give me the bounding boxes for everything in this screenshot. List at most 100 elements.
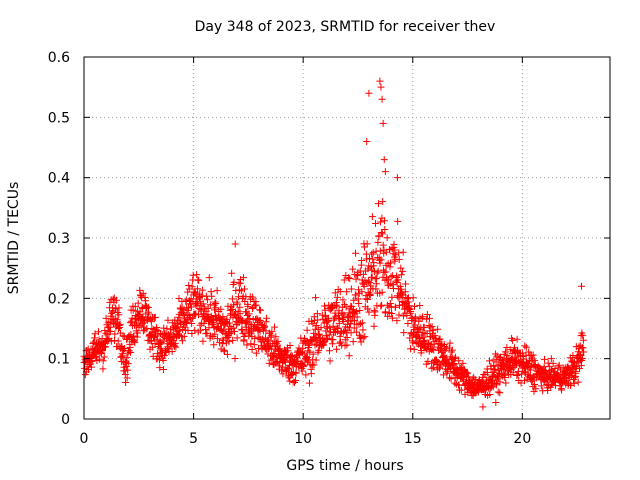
data-point	[213, 287, 221, 295]
data-point	[407, 345, 415, 353]
data-point	[525, 348, 533, 356]
data-point	[156, 356, 164, 364]
data-point	[449, 369, 457, 377]
data-point	[159, 337, 167, 345]
data-point	[347, 285, 355, 293]
data-point	[395, 249, 403, 257]
data-point	[168, 348, 176, 356]
data-point	[246, 320, 254, 328]
data-point	[457, 386, 465, 394]
data-point	[366, 279, 374, 287]
data-point	[324, 335, 332, 343]
data-point	[424, 357, 432, 365]
data-point	[156, 364, 164, 372]
data-point	[199, 337, 207, 345]
data-point	[183, 319, 191, 327]
data-point	[129, 306, 137, 314]
data-point	[363, 255, 371, 263]
data-point	[363, 240, 371, 248]
data-point	[241, 285, 249, 293]
data-point	[354, 295, 362, 303]
data-point	[83, 347, 91, 355]
data-point	[418, 314, 426, 322]
data-point	[194, 311, 202, 319]
data-point	[184, 326, 192, 334]
data-point	[339, 328, 347, 336]
data-point	[349, 265, 357, 273]
data-point	[387, 259, 395, 267]
data-point	[234, 293, 242, 301]
data-point	[298, 367, 306, 375]
data-point	[231, 240, 239, 248]
data-point	[223, 350, 231, 358]
data-point	[479, 379, 487, 387]
data-point	[139, 320, 147, 328]
data-point	[379, 119, 387, 127]
y-tick-label: 0.1	[48, 352, 70, 368]
grid-lines	[84, 57, 610, 419]
data-point	[574, 378, 582, 386]
data-point	[394, 276, 402, 284]
data-point	[211, 312, 219, 320]
data-point	[506, 346, 514, 354]
data-point	[393, 317, 401, 325]
data-point	[428, 323, 436, 331]
data-point	[388, 293, 396, 301]
data-point	[410, 345, 418, 353]
data-point	[374, 200, 382, 208]
data-point	[451, 355, 459, 363]
y-tick-label: 0	[61, 412, 70, 428]
data-point	[115, 304, 123, 312]
data-point	[411, 302, 419, 310]
data-point	[519, 355, 527, 363]
data-point	[343, 333, 351, 341]
data-point	[178, 337, 186, 345]
data-point	[502, 379, 510, 387]
data-point	[224, 302, 232, 310]
data-point	[262, 327, 270, 335]
data-point	[221, 347, 229, 355]
data-point	[256, 316, 264, 324]
data-point	[111, 330, 119, 338]
data-point	[501, 373, 509, 381]
data-point	[275, 362, 283, 370]
data-point	[134, 329, 142, 337]
data-point	[123, 354, 131, 362]
data-point	[347, 329, 355, 337]
data-point	[243, 341, 251, 349]
data-point	[257, 306, 265, 314]
data-point	[377, 83, 385, 91]
data-point	[459, 359, 467, 367]
data-point	[211, 298, 219, 306]
data-point	[455, 357, 463, 365]
data-point	[239, 274, 247, 282]
data-point	[332, 299, 340, 307]
data-point	[386, 299, 394, 307]
data-point	[570, 379, 578, 387]
data-point	[352, 249, 360, 257]
data-point	[448, 346, 456, 354]
data-point	[272, 333, 280, 341]
data-point	[241, 330, 249, 338]
data-point	[103, 331, 111, 339]
data-point	[322, 311, 330, 319]
data-point	[333, 345, 341, 353]
data-point	[313, 310, 321, 318]
data-point	[377, 302, 385, 310]
y-tick-label: 0.2	[48, 291, 70, 307]
data-point	[188, 329, 196, 337]
data-point	[188, 320, 196, 328]
data-point	[527, 366, 535, 374]
data-point	[226, 319, 234, 327]
data-point	[434, 325, 442, 333]
data-point	[431, 332, 439, 340]
data-point	[336, 332, 344, 340]
data-point	[185, 281, 193, 289]
data-point	[578, 354, 586, 362]
data-point	[163, 325, 171, 333]
data-point	[359, 326, 367, 334]
data-point	[136, 286, 144, 294]
data-point	[540, 355, 548, 363]
data-point	[406, 309, 414, 317]
data-point	[288, 351, 296, 359]
